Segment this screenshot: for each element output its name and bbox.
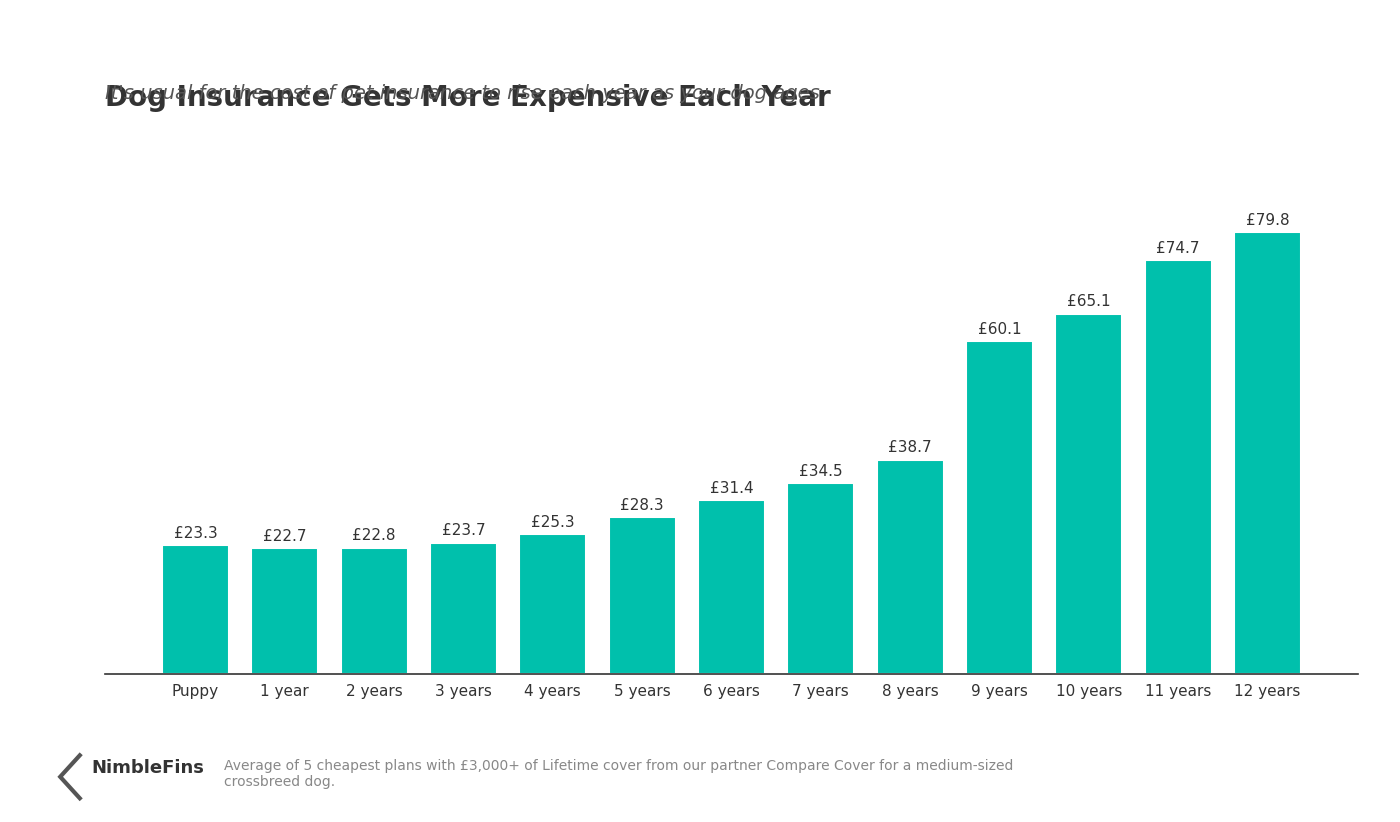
Bar [340, 547, 407, 674]
Bar [699, 500, 764, 674]
Text: £34.5: £34.5 [799, 464, 843, 478]
Bar [519, 534, 587, 674]
Text: £74.7: £74.7 [1156, 241, 1200, 256]
Text: NimbleFins: NimbleFins [91, 759, 204, 777]
Bar [251, 548, 318, 674]
Text: It's usual for the cost of pet insurance to rise each year as your dog ages: It's usual for the cost of pet insurance… [105, 84, 820, 103]
Text: £65.1: £65.1 [1067, 294, 1110, 309]
Text: £22.8: £22.8 [353, 529, 396, 543]
Text: £23.7: £23.7 [441, 524, 486, 538]
Bar [876, 459, 944, 674]
Bar [609, 517, 676, 674]
Text: £23.3: £23.3 [174, 525, 217, 541]
Text: £38.7: £38.7 [889, 441, 932, 455]
Text: £25.3: £25.3 [531, 515, 574, 529]
Text: £22.7: £22.7 [263, 529, 307, 544]
Text: Dog Insurance Gets More Expensive Each Year: Dog Insurance Gets More Expensive Each Y… [105, 85, 830, 113]
Bar [162, 545, 230, 674]
Text: £28.3: £28.3 [620, 498, 664, 513]
Text: £60.1: £60.1 [977, 321, 1022, 337]
Bar [1145, 261, 1212, 674]
Text: Average of 5 cheapest plans with £3,000+ of Lifetime cover from our partner Comp: Average of 5 cheapest plans with £3,000+… [224, 759, 1014, 789]
Bar [787, 483, 854, 674]
Bar [1056, 313, 1123, 674]
Text: £79.8: £79.8 [1246, 213, 1289, 228]
Bar [430, 543, 497, 674]
Bar [966, 341, 1033, 674]
Text: £31.4: £31.4 [710, 481, 753, 496]
Bar [1233, 232, 1301, 674]
